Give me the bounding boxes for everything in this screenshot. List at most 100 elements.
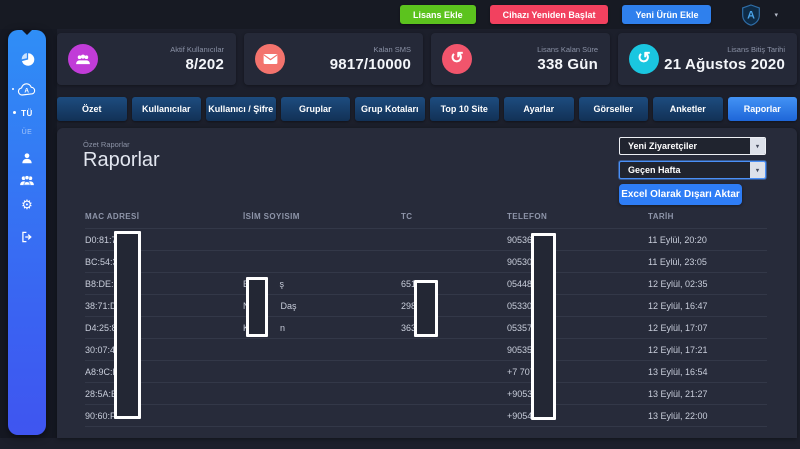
user-icon bbox=[22, 153, 32, 164]
column-header-tc: TC bbox=[401, 212, 413, 221]
user-menu-caret-icon[interactable]: ▾ bbox=[774, 11, 778, 19]
cell-phone: +90533 bbox=[507, 389, 538, 399]
tab-ozet[interactable]: Özet bbox=[57, 97, 127, 121]
cell-phone: +7 707 bbox=[507, 367, 535, 377]
table-row: D0:81:7A 90536 11 Eylül, 20:20 bbox=[85, 228, 767, 250]
cell-mac: D4:25:8B bbox=[85, 323, 123, 333]
reports-panel: Özet Raporlar Raporlar Yeni Ziyaretçiler… bbox=[57, 128, 797, 438]
table-row: A8:9C:ED +7 707 13 Eylül, 16:54 bbox=[85, 360, 767, 382]
cell-phone: 905306 bbox=[507, 257, 538, 267]
table-row bbox=[85, 426, 767, 448]
breadcrumb: Özet Raporlar bbox=[83, 140, 130, 149]
cell-date: 13 Eylül, 21:27 bbox=[648, 389, 708, 399]
period-filter-select[interactable]: Geçen Hafta ▾ bbox=[619, 161, 766, 179]
avatar[interactable]: A bbox=[741, 3, 761, 26]
cloud-a-icon: A bbox=[17, 83, 36, 96]
cell-phone: 90536 bbox=[507, 235, 533, 245]
chevron-down-icon: ▾ bbox=[750, 138, 765, 154]
cell-name-suffix: Daş bbox=[280, 301, 297, 311]
sidebar-item-user[interactable] bbox=[8, 149, 46, 167]
logout-icon bbox=[22, 231, 32, 243]
tab-bar: Özet Kullanıcılar Kullanıcı / Şifre Grup… bbox=[57, 97, 797, 121]
stat-card-license-end: ↺ Lisans Bitiş Tarihi 21 Ağustos 2020 bbox=[618, 33, 797, 85]
visitor-filter-select[interactable]: Yeni Ziyaretçiler ▾ bbox=[619, 137, 766, 155]
sidebar-item-label: TÜ bbox=[21, 108, 33, 118]
svg-text:A: A bbox=[748, 9, 756, 21]
column-header-phone: TELEFON bbox=[507, 212, 548, 221]
sidebar-item-dashboard[interactable] bbox=[8, 50, 46, 68]
tab-kullanicilar[interactable]: Kullanıcılar bbox=[131, 97, 201, 121]
cell-name bbox=[243, 339, 269, 361]
history-clock-icon: ↺ bbox=[442, 44, 472, 74]
cell-phone: 905357 bbox=[507, 345, 538, 355]
tab-grup-kotalari[interactable]: Grup Kotaları bbox=[355, 97, 425, 121]
sidebar-bullet-dot bbox=[13, 111, 16, 114]
tab-raporlar[interactable]: Raporlar bbox=[727, 97, 797, 121]
tab-top-10-site[interactable]: Top 10 Site bbox=[429, 97, 499, 121]
cell-date: 12 Eylül, 17:07 bbox=[648, 323, 708, 333]
cell-name bbox=[243, 251, 269, 273]
cell-mac: 38:71:DE bbox=[85, 301, 123, 311]
add-product-button[interactable]: Yeni Ürün Ekle bbox=[622, 5, 712, 24]
stat-label: Aktif Kullanıcılar bbox=[170, 45, 224, 54]
table-row: 90:60:F1 +90545 13 Eylül, 22:00 bbox=[85, 404, 767, 426]
svg-text:A: A bbox=[24, 88, 29, 95]
stat-card-active-users: Aktif Kullanıcılar 8/202 bbox=[57, 33, 236, 85]
cell-name-suffix: ş bbox=[279, 279, 285, 289]
sidebar-item-tu[interactable]: TÜ bbox=[8, 104, 46, 122]
tab-gorseller[interactable]: Görseller bbox=[578, 97, 648, 121]
redaction-box-tc bbox=[414, 280, 438, 337]
history-clock-icon: ↺ bbox=[629, 44, 659, 74]
stat-label: Lisans Bitiş Tarihi bbox=[727, 45, 785, 54]
tab-anketler[interactable]: Anketler bbox=[653, 97, 723, 121]
users-icon bbox=[20, 174, 34, 185]
sidebar-item-users[interactable] bbox=[8, 171, 46, 189]
table-body: D0:81:7A 90536 11 Eylül, 20:20 BC:54:36 … bbox=[85, 228, 767, 448]
stat-label: Kalan SMS bbox=[373, 45, 411, 54]
cell-name bbox=[243, 427, 269, 449]
shield-icon: A bbox=[742, 3, 761, 26]
cell-name bbox=[243, 229, 269, 251]
export-excel-button[interactable]: Excel Olarak Dışarı Aktar bbox=[619, 184, 742, 205]
sidebar-item-logout[interactable] bbox=[8, 228, 46, 246]
cell-phone: 053579 bbox=[507, 323, 538, 333]
stat-cards: Aktif Kullanıcılar 8/202 Kalan SMS 9817/… bbox=[57, 33, 797, 85]
page-title: Raporlar bbox=[83, 149, 160, 171]
cell-name-suffix: n bbox=[280, 323, 286, 333]
cell-mac: B8:DE:5E bbox=[85, 279, 125, 289]
pie-chart-icon bbox=[21, 52, 34, 66]
cell-date: 11 Eylül, 23:05 bbox=[648, 257, 707, 267]
restart-device-button[interactable]: Cihazı Yeniden Başlat bbox=[489, 5, 609, 24]
cell-tc: 3637 bbox=[401, 323, 422, 333]
cell-mac: 90:60:F1 bbox=[85, 411, 121, 421]
sidebar-item-cloud[interactable]: A bbox=[8, 81, 46, 99]
cell-date: 11 Eylül, 20:20 bbox=[648, 235, 707, 245]
sidebar-bullet-dot bbox=[12, 88, 14, 90]
chevron-down-icon: ▾ bbox=[750, 162, 765, 178]
stat-value: 338 Gün bbox=[537, 56, 598, 73]
tab-kullanici-sifre[interactable]: Kullanıcı / Şifre bbox=[206, 97, 276, 121]
cell-date: 12 Eylül, 02:35 bbox=[648, 279, 708, 289]
sidebar-item-settings[interactable]: ⚙ bbox=[8, 195, 46, 213]
tab-gruplar[interactable]: Gruplar bbox=[280, 97, 350, 121]
cell-date: 12 Eylül, 17:21 bbox=[648, 345, 708, 355]
cell-tc: 6518 bbox=[401, 279, 422, 289]
cell-mac: 30:07:4D bbox=[85, 345, 122, 355]
period-filter-value: Geçen Hafta bbox=[628, 165, 681, 175]
sidebar-notch bbox=[22, 30, 32, 35]
table-row: 30:07:4D 905357 12 Eylül, 17:21 bbox=[85, 338, 767, 360]
tab-ayarlar[interactable]: Ayarlar bbox=[504, 97, 574, 121]
cell-mac: A8:9C:ED bbox=[85, 367, 126, 377]
users-icon bbox=[68, 44, 98, 74]
redaction-box-mac bbox=[114, 231, 141, 419]
sidebar-item-ue[interactable]: ÜE bbox=[8, 123, 46, 141]
cell-name bbox=[243, 383, 269, 405]
column-header-name: İSİM SOYISIM bbox=[243, 212, 300, 221]
table-row: BC:54:36 905306 11 Eylül, 23:05 bbox=[85, 250, 767, 272]
cell-phone: +90545 bbox=[507, 411, 538, 421]
cell-mac: BC:54:36 bbox=[85, 257, 123, 267]
redaction-box-phone bbox=[531, 233, 556, 420]
add-license-button[interactable]: Lisans Ekle bbox=[400, 5, 476, 24]
cell-mac: 28:5A:EB bbox=[85, 389, 124, 399]
table-row: 28:5A:EB +90533 13 Eylül, 21:27 bbox=[85, 382, 767, 404]
